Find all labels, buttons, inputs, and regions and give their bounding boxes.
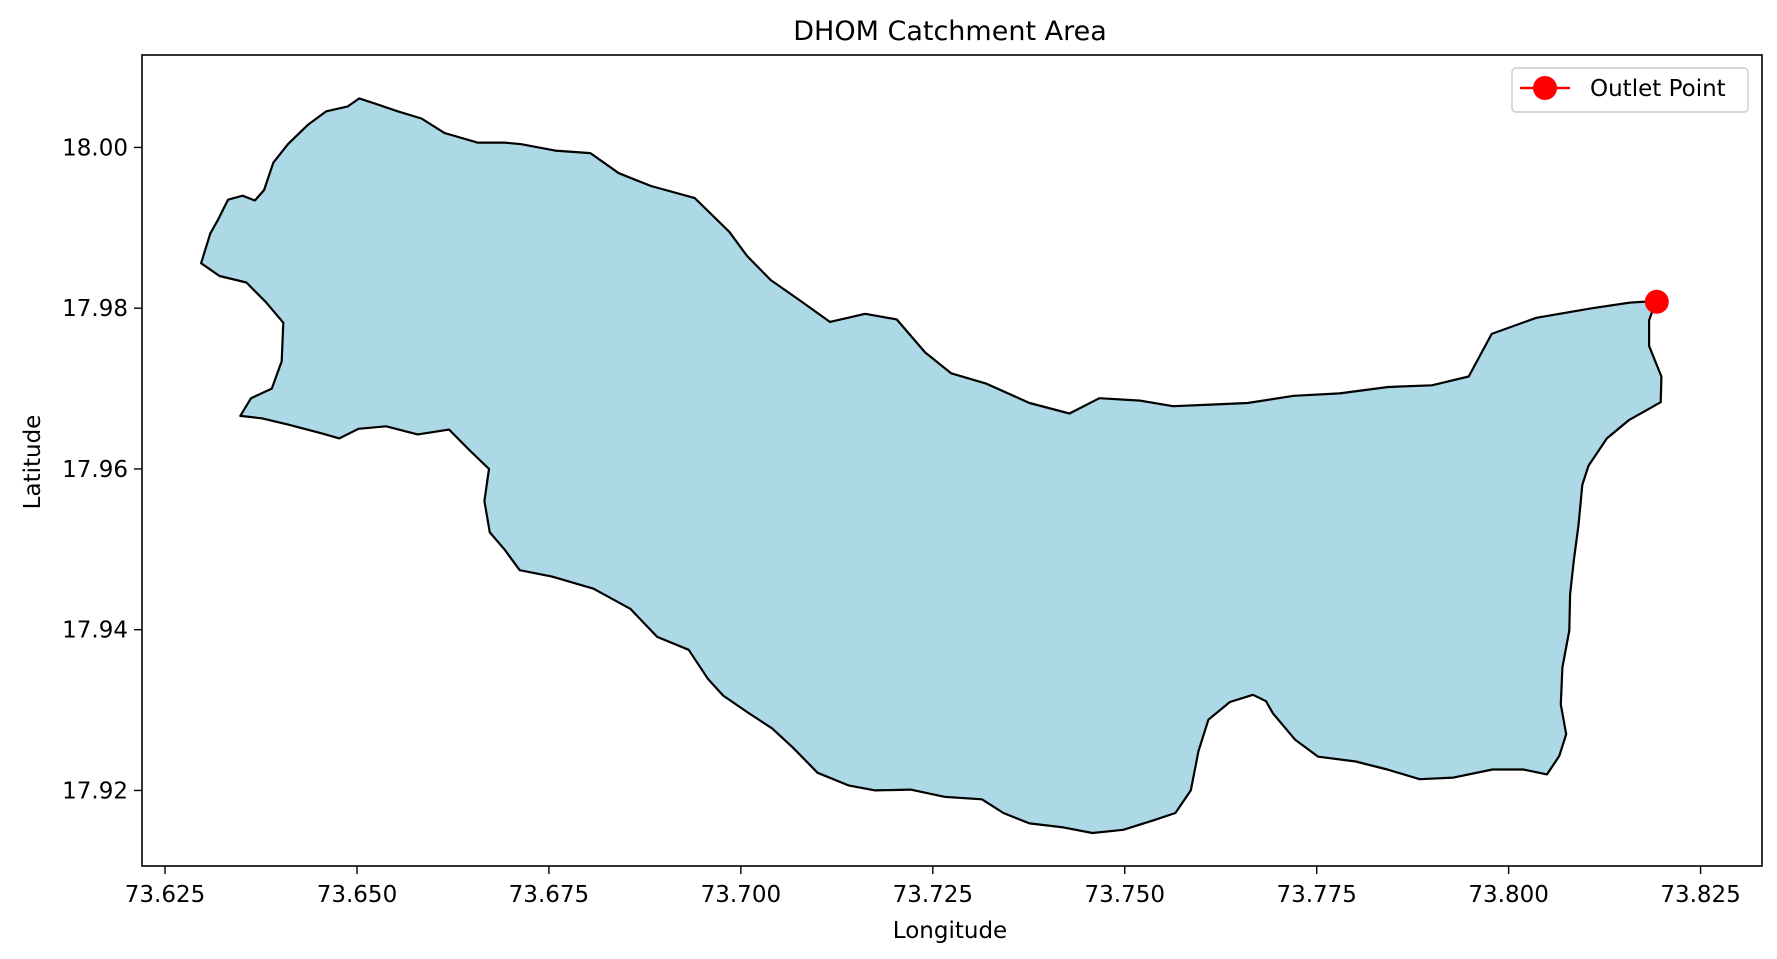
- legend-outlet-marker: [1533, 76, 1557, 100]
- y-tick-label: 17.98: [62, 296, 128, 322]
- map-data-layer: [200, 97, 1669, 835]
- x-tick-label: 73.725: [893, 882, 973, 908]
- catchment-polygon: [200, 97, 1663, 835]
- legend-box: [1511, 67, 1749, 113]
- x-tick-label: 73.800: [1468, 882, 1548, 908]
- x-axis: 73.625 73.650 73.675 73.700 73.725 73.750 73.7…: [125, 866, 1741, 908]
- y-axis-label: Latitude: [20, 415, 46, 510]
- x-tick-label: 73.625: [125, 882, 205, 908]
- x-tick-label: 73.775: [1276, 882, 1356, 908]
- x-tick-label: 73.700: [701, 882, 781, 908]
- legend-label: Outlet Point: [1590, 76, 1726, 102]
- y-tick-label: 17.94: [62, 618, 128, 644]
- x-tick-label: 73.750: [1085, 882, 1165, 908]
- x-tick-label: 73.825: [1660, 882, 1740, 908]
- y-tick-label: 18.00: [62, 135, 128, 161]
- legend: Outlet Point: [1511, 67, 1749, 113]
- map-title: DHOM Catchment Area: [793, 16, 1107, 47]
- y-tick-label: 17.92: [62, 778, 128, 804]
- plot-frame: [141, 54, 1763, 867]
- y-axis: 17.92 17.94 17.96 17.98 18.00: [62, 135, 142, 804]
- x-axis-label: Longitude: [893, 918, 1007, 944]
- y-tick-label: 17.96: [62, 457, 128, 483]
- outlet-point-marker: [1644, 289, 1669, 314]
- x-tick-label: 73.650: [317, 882, 397, 908]
- x-tick-label: 73.675: [509, 882, 589, 908]
